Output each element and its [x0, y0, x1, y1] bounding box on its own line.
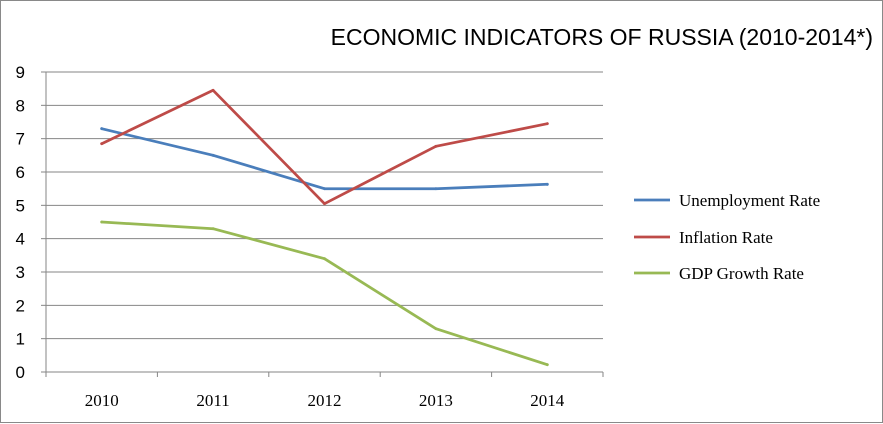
- data-point-gdp-growth-rate-2013: [434, 327, 438, 331]
- y-tick-label: 7: [16, 130, 25, 149]
- data-point-inflation-rate-2011: [211, 88, 215, 92]
- legend-item-gdp-growth-rate: GDP Growth Rate: [634, 264, 804, 283]
- data-point-unemployment-rate-2014: [545, 182, 549, 186]
- data-point-gdp-growth-rate-2010: [100, 220, 104, 224]
- x-tick-label-2012: 2012: [308, 391, 342, 410]
- data-point-unemployment-rate-2012: [323, 187, 326, 191]
- y-tick-label: 1: [16, 330, 25, 349]
- data-point-inflation-rate-2012: [323, 202, 326, 206]
- series-lines: [100, 88, 549, 367]
- data-point-gdp-growth-rate-2012: [323, 257, 326, 261]
- data-point-unemployment-rate-2011: [211, 153, 215, 157]
- series-line-gdp-growth-rate: [100, 220, 549, 367]
- legend-label: GDP Growth Rate: [679, 264, 804, 283]
- data-point-inflation-rate-2013: [434, 144, 438, 148]
- y-tick-label: 0: [16, 363, 25, 382]
- chart-title: ECONOMIC INDICATORS OF RUSSIA (2010-2014…: [331, 24, 873, 50]
- y-tick-label: 2: [16, 296, 25, 315]
- gridlines: [46, 71, 603, 340]
- legend-item-inflation-rate: Inflation Rate: [634, 228, 773, 247]
- y-tick-label: 8: [16, 96, 25, 115]
- data-point-gdp-growth-rate-2014: [545, 363, 549, 367]
- data-point-inflation-rate-2010: [100, 142, 104, 146]
- data-point-unemployment-rate-2013: [434, 187, 438, 191]
- legend-label: Unemployment Rate: [679, 191, 820, 210]
- y-tick-label: 5: [16, 196, 25, 215]
- x-tick-label-2010: 2010: [85, 391, 119, 410]
- y-tick-label: 6: [16, 163, 25, 182]
- y-tick-label: 9: [16, 63, 25, 82]
- y-tick-label: 3: [16, 263, 25, 282]
- legend-item-unemployment-rate: Unemployment Rate: [634, 191, 820, 210]
- data-point-inflation-rate-2014: [545, 122, 549, 126]
- y-tick-label: 4: [16, 230, 25, 249]
- x-tick-label-2013: 2013: [419, 391, 453, 410]
- data-point-unemployment-rate-2010: [100, 127, 104, 131]
- legend-label: Inflation Rate: [679, 228, 773, 247]
- x-tick-label-2014: 2014: [530, 391, 565, 410]
- axes: 0 1 2 3 4 5 6 7 8 9 2010 2011 2012 2013 2014: [16, 63, 604, 410]
- legend: Unemployment Rate Inflation Rate GDP Growt…: [634, 191, 820, 283]
- x-tick-label-2011: 2011: [196, 391, 229, 410]
- data-point-gdp-growth-rate-2011: [211, 227, 215, 231]
